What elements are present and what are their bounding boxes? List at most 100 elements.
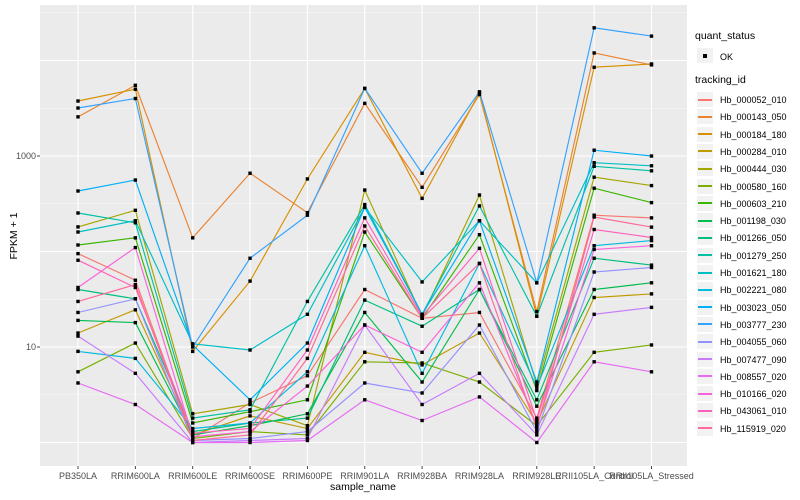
- data-point: [592, 213, 596, 217]
- data-point: [420, 418, 424, 423]
- data-point: [592, 270, 596, 274]
- data-point: [248, 429, 252, 434]
- legend-label-Hb_115919_020: Hb_115919_020: [720, 423, 786, 434]
- data-point: [363, 86, 367, 91]
- data-point: [592, 227, 596, 232]
- data-point: [76, 370, 80, 374]
- data-point: [363, 398, 367, 402]
- data-point: [305, 384, 310, 388]
- data-point: [133, 282, 138, 287]
- data-point: [420, 171, 424, 175]
- y-tick-label-1000: 1000: [15, 151, 36, 161]
- legend-label-Hb_008557_020: Hb_008557_020: [720, 371, 787, 382]
- data-point: [76, 106, 80, 110]
- data-point: [305, 429, 310, 434]
- data-point: [477, 246, 482, 251]
- black-point-icon: [703, 53, 707, 58]
- data-point: [191, 412, 195, 416]
- legend-label-Hb_000444_030: Hb_000444_030: [720, 164, 787, 175]
- data-point: [305, 312, 310, 316]
- x-tick-label-RRIM600LE: RRIM600LE: [168, 471, 218, 481]
- data-point: [305, 210, 310, 215]
- data-point: [76, 381, 80, 385]
- data-point: [191, 236, 195, 240]
- data-point: [420, 280, 424, 284]
- data-point: [305, 374, 310, 378]
- data-point: [477, 90, 482, 94]
- data-point: [248, 279, 252, 283]
- data-point: [535, 388, 539, 393]
- data-point: [76, 251, 80, 256]
- data-point: [248, 433, 252, 437]
- data-point: [592, 350, 596, 355]
- legend-label-Hb_010166_020: Hb_010166_020: [720, 389, 787, 400]
- data-point: [248, 423, 252, 428]
- data-point: [248, 438, 252, 443]
- legend-key-Hb_007477_090: [697, 351, 713, 367]
- data-point: [133, 178, 138, 182]
- data-point: [305, 299, 310, 304]
- data-point: [535, 418, 539, 423]
- data-point: [420, 371, 424, 376]
- legend-line-icon: [698, 254, 712, 257]
- data-point: [649, 183, 654, 188]
- data-point: [191, 349, 195, 354]
- legend-line-icon: [698, 98, 712, 101]
- data-point: [76, 115, 80, 119]
- data-point: [592, 244, 596, 248]
- data-point: [76, 285, 80, 290]
- data-point: [133, 402, 138, 407]
- data-point: [649, 225, 654, 229]
- data-point: [420, 316, 424, 320]
- data-point: [363, 381, 367, 385]
- data-point: [191, 438, 195, 443]
- data-point: [535, 429, 539, 434]
- data-point: [420, 314, 424, 318]
- data-point: [535, 416, 539, 420]
- legend-key-Hb_003777_230: [697, 316, 713, 332]
- x-tick-label-RRII105LA_Stressed: RRII105LA_Stressed: [609, 471, 694, 481]
- y-tick-label-10: 10: [25, 342, 36, 352]
- legend-key-Hb_115919_020: [697, 420, 713, 436]
- legend-label-Hb_004055_060: Hb_004055_060: [720, 337, 787, 348]
- data-point: [477, 204, 482, 208]
- data-point: [305, 416, 310, 420]
- data-point: [191, 426, 195, 431]
- legend-key-Hb_001621_180: [697, 265, 713, 280]
- data-point: [420, 312, 424, 316]
- x-tick-label-RRIM928LE: RRIM928LE: [512, 471, 562, 481]
- legend-line-icon: [698, 150, 712, 153]
- data-point: [592, 247, 596, 252]
- data-point: [191, 421, 195, 425]
- data-point: [649, 281, 654, 285]
- data-point: [248, 256, 252, 260]
- data-point: [133, 245, 138, 250]
- data-point: [305, 423, 310, 428]
- data-point: [363, 205, 367, 210]
- data-point: [592, 287, 596, 292]
- data-point: [76, 243, 80, 247]
- x-tick-label-RRIM928BA: RRIM928BA: [397, 471, 448, 481]
- data-point: [420, 324, 424, 328]
- legend-label-Hb_002221_080: Hb_002221_080: [720, 285, 787, 296]
- data-point: [305, 436, 310, 441]
- data-point: [535, 426, 539, 431]
- legend-key-Hb_001279_250: [697, 247, 713, 263]
- data-point: [191, 431, 195, 435]
- data-point: [248, 402, 252, 407]
- legend-label-Hb_000603_210: Hb_000603_210: [720, 198, 787, 209]
- data-point: [649, 62, 654, 66]
- data-point: [133, 278, 138, 282]
- legend-line-icon: [698, 323, 712, 326]
- data-point: [133, 285, 138, 290]
- data-point: [649, 343, 654, 347]
- data-point: [248, 348, 252, 352]
- data-point: [592, 65, 596, 69]
- data-point: [248, 414, 252, 418]
- legend-label-Hb_001279_250: Hb_001279_250: [720, 250, 787, 261]
- legend-key-Hb_000184_180: [697, 126, 713, 142]
- legend-key-Hb_000143_050: [697, 109, 713, 125]
- legend-key-Hb_000284_010: [697, 143, 713, 159]
